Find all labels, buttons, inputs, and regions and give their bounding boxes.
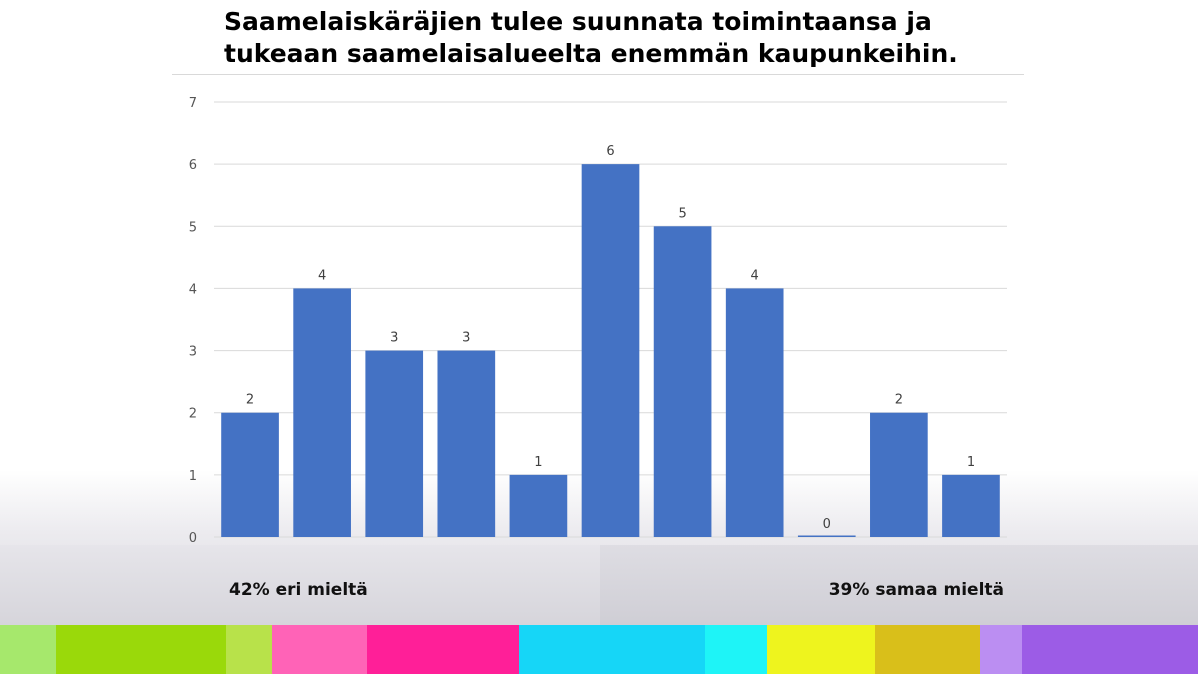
bar <box>509 474 568 537</box>
data-label: 0 <box>823 517 831 532</box>
bar <box>725 288 784 537</box>
color-stripe-segment <box>875 625 980 674</box>
color-stripe-segment <box>367 625 519 674</box>
color-stripe <box>0 625 1198 674</box>
data-label: 4 <box>318 268 326 283</box>
bar <box>870 412 928 537</box>
bar <box>221 412 279 537</box>
data-label: 5 <box>678 206 686 221</box>
color-stripe-segment <box>272 625 367 674</box>
disagree-summary: 42% eri mieltä <box>229 580 368 600</box>
color-stripe-segment <box>980 625 1022 674</box>
data-label: 2 <box>895 393 903 408</box>
bar <box>581 164 640 537</box>
color-stripe-segment <box>0 625 56 674</box>
color-stripe-segment <box>705 625 767 674</box>
color-stripe-segment <box>519 625 705 674</box>
color-stripe-segment <box>226 625 272 674</box>
agree-summary: 39% samaa mieltä <box>828 580 1004 600</box>
bar <box>653 226 712 538</box>
bar <box>365 350 424 537</box>
y-tick-label: 4 <box>189 282 197 297</box>
bar-chart: 0 1 2 3 4 5 6 7 2 4 3 3 1 6 5 4 0 2 1 <box>189 96 1007 545</box>
y-tick-label: 1 <box>189 469 197 484</box>
color-stripe-segment <box>56 625 226 674</box>
data-label: 2 <box>246 393 254 408</box>
y-tick-label: 7 <box>189 96 197 111</box>
data-label: 3 <box>390 331 398 346</box>
agree-band <box>600 545 1198 625</box>
bar <box>437 350 496 537</box>
chart-frame: 0 1 2 3 4 5 6 7 2 4 3 3 1 6 5 4 0 2 1 <box>172 74 1024 545</box>
bar <box>293 288 351 537</box>
y-tick-label: 6 <box>189 158 197 173</box>
data-label: 6 <box>606 144 614 159</box>
y-tick-label: 5 <box>189 220 197 235</box>
color-stripe-segment <box>1022 625 1198 674</box>
bar <box>942 474 1000 537</box>
data-label: 1 <box>534 455 542 470</box>
data-label: 4 <box>751 268 759 283</box>
chart-title: Saamelaiskäräjien tulee suunnata toimint… <box>224 7 958 68</box>
disagree-band <box>0 545 600 625</box>
y-tick-label: 0 <box>189 531 197 545</box>
y-tick-label: 3 <box>189 345 197 360</box>
bar <box>797 535 856 537</box>
data-label: 3 <box>462 331 470 346</box>
y-tick-label: 2 <box>189 407 197 422</box>
color-stripe-segment <box>767 625 875 674</box>
data-label: 1 <box>967 455 975 470</box>
